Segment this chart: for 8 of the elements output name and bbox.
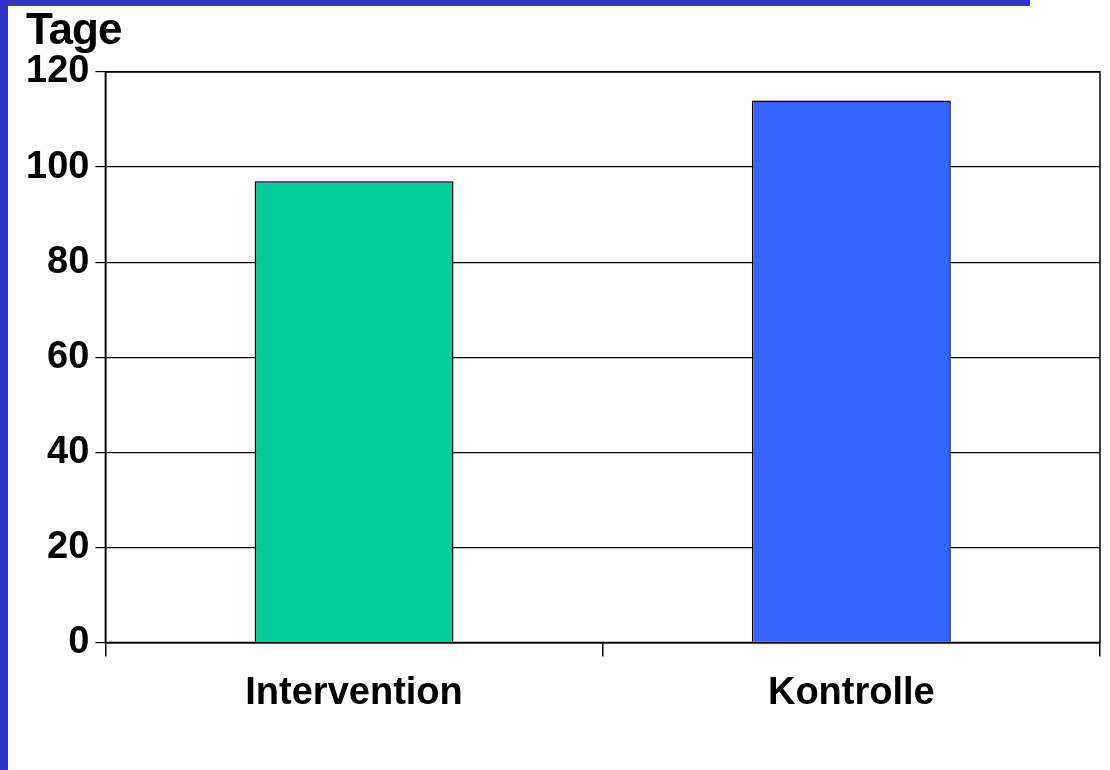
y-tick-label: 80 xyxy=(47,238,90,281)
x-tick-label: Kontrolle xyxy=(767,669,935,712)
y-tick-label: 60 xyxy=(47,333,90,376)
y-tick-label: 100 xyxy=(26,143,90,186)
x-tick-label: Intervention xyxy=(245,669,463,712)
y-tick-label: 40 xyxy=(47,428,90,471)
y-tick-label: 0 xyxy=(68,618,90,661)
y-tick-label: 20 xyxy=(47,523,90,566)
